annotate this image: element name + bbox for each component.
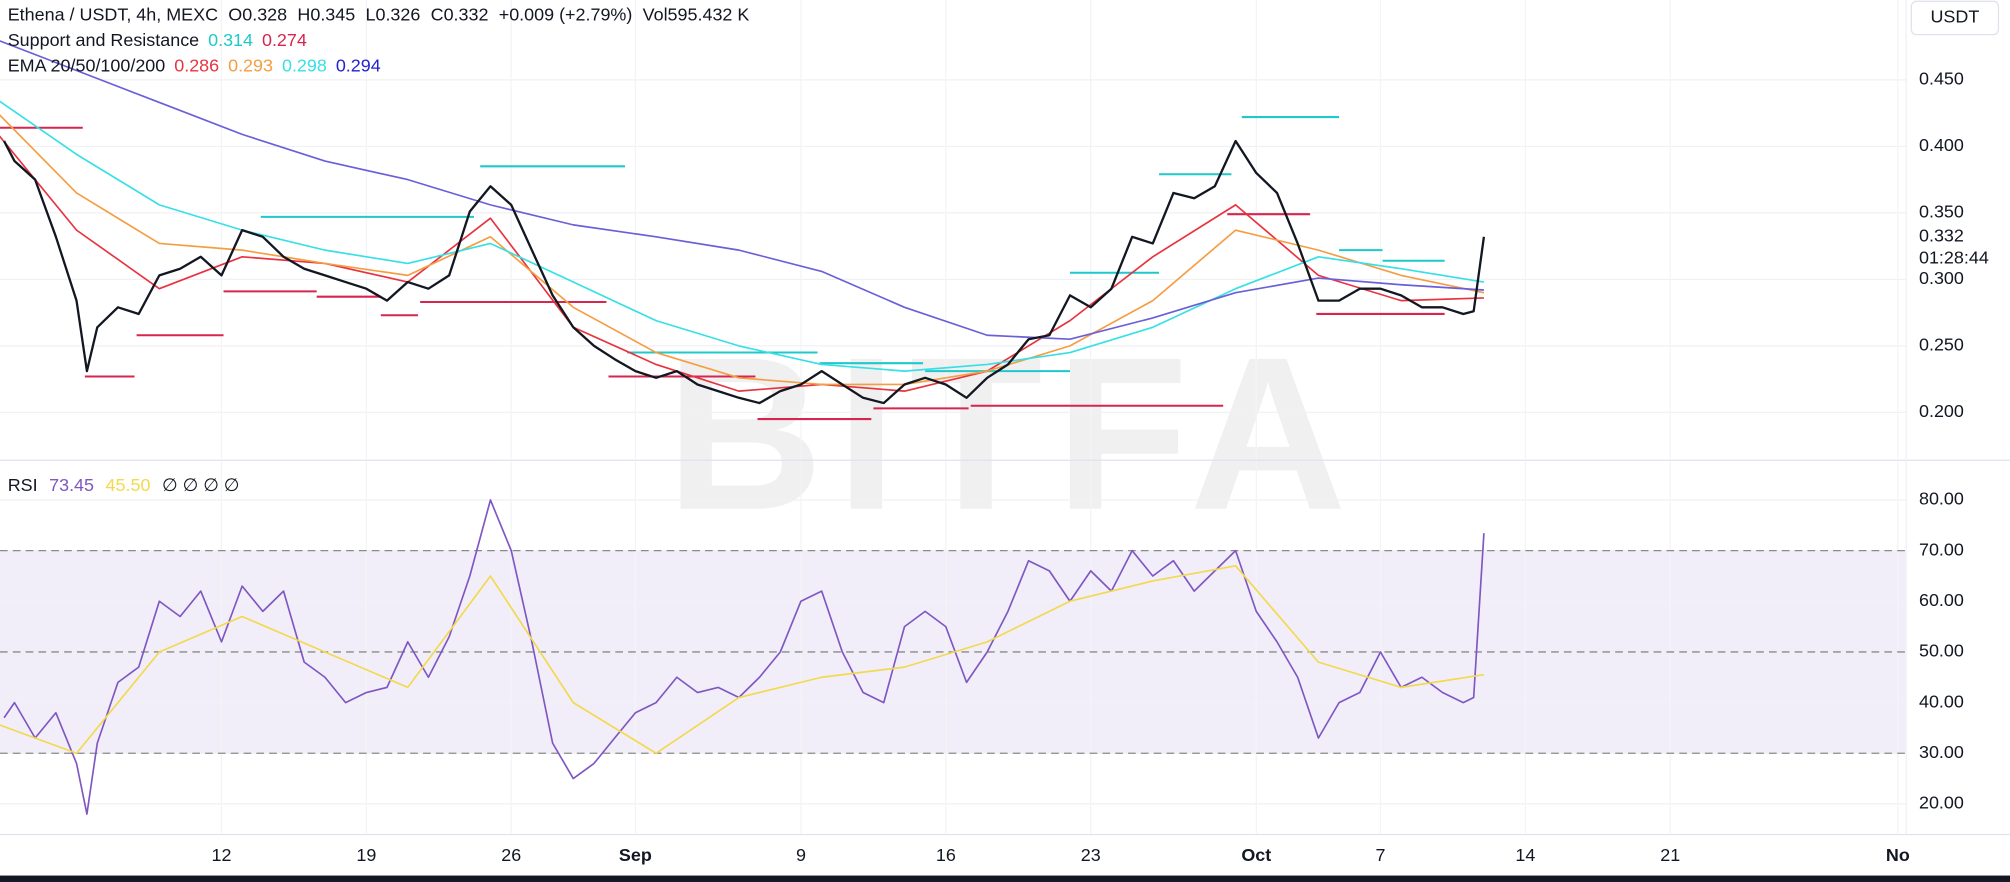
header-change: +0.009 (+2.79%) (499, 4, 633, 24)
y-tick-label: 30.00 (1919, 742, 1964, 762)
x-tick-label: Sep (619, 845, 652, 865)
y-tick-label: 80.00 (1919, 489, 1964, 509)
legend-value: 0.286 (174, 55, 219, 75)
legend-value: 0.294 (336, 55, 381, 75)
y-tick-label: 0.450 (1919, 69, 1964, 89)
y-tick-label: 0.250 (1919, 335, 1964, 355)
legend-sr: Support and Resistance 0.314 0.274 (8, 30, 307, 50)
x-tick-label: 19 (356, 845, 376, 865)
y-tick-label: 50.00 (1919, 641, 1964, 661)
x-tick-label: 21 (1660, 845, 1680, 865)
x-tick-label: 16 (936, 845, 956, 865)
series-line (0, 40, 1484, 341)
legend-value: 0.314 (208, 30, 253, 50)
series-line (0, 565, 1485, 755)
legend-rsi: RSI 73.45 45.50 ∅ ∅ ∅ ∅ (8, 475, 240, 495)
x-tick-label: Oct (1241, 845, 1271, 865)
header-high: H0.345 (297, 4, 355, 24)
legend-ema: EMA 20/50/100/200 0.286 0.293 0.298 0.294 (8, 55, 381, 75)
x-tick-label: 26 (501, 845, 521, 865)
header-symbol: Ethena / USDT, 4h, MEXC (8, 4, 218, 24)
legend-value: 73.45 (49, 475, 94, 495)
x-tick-label: 23 (1081, 845, 1101, 865)
legend-extra: ∅ ∅ ∅ ∅ (162, 475, 239, 495)
legend-name: Support and Resistance (8, 30, 199, 50)
legend-name: EMA 20/50/100/200 (8, 55, 166, 75)
plot: 0.200 0.250 0.300 0.350 0.400 0.450 0.33201:28… (0, 0, 1989, 865)
legend-value: 45.50 (106, 475, 151, 495)
watermark: BITFA (666, 313, 1360, 556)
bottom-bar (0, 875, 2010, 882)
legend-value: 0.298 (282, 55, 327, 75)
last-price: 0.332 (1919, 226, 1964, 246)
header-open: O0.328 (228, 4, 287, 24)
y-tick-label: 70.00 (1919, 539, 1964, 559)
y-tick-label: 0.350 (1919, 202, 1964, 222)
x-tick-label: No (1886, 845, 1910, 865)
legend-name: RSI (8, 475, 38, 495)
y-tick-label: 0.400 (1919, 135, 1964, 155)
series-line (3, 139, 1486, 405)
y-tick-label: 40.00 (1919, 691, 1964, 711)
x-tick-label: 12 (211, 845, 231, 865)
header-low: L0.326 (366, 4, 421, 24)
currency[interactable]: USDT (1930, 7, 1979, 27)
countdown: 01:28:44 (1919, 247, 1989, 267)
y-tick-label: 0.300 (1919, 268, 1964, 288)
currency-box[interactable] (1910, 0, 2000, 36)
x-tick-label: 7 (1375, 845, 1385, 865)
header-volume: Vol595.432 K (643, 4, 750, 24)
y-tick-label: 60.00 (1919, 590, 1964, 610)
y-tick-label: 0.200 (1919, 401, 1964, 421)
series-line (0, 135, 1484, 392)
series-line (0, 114, 1485, 386)
legend-value: 0.293 (228, 55, 273, 75)
legend-value: 0.274 (262, 30, 307, 50)
y-tick-label: 20.00 (1919, 793, 1964, 813)
header-close: C0.332 (431, 4, 489, 24)
x-tick-label: 9 (796, 845, 806, 865)
x-tick-label: 14 (1515, 845, 1535, 865)
header: Ethena / USDT, 4h, MEXC O0.328 H0.345 L0.32… (8, 4, 750, 24)
